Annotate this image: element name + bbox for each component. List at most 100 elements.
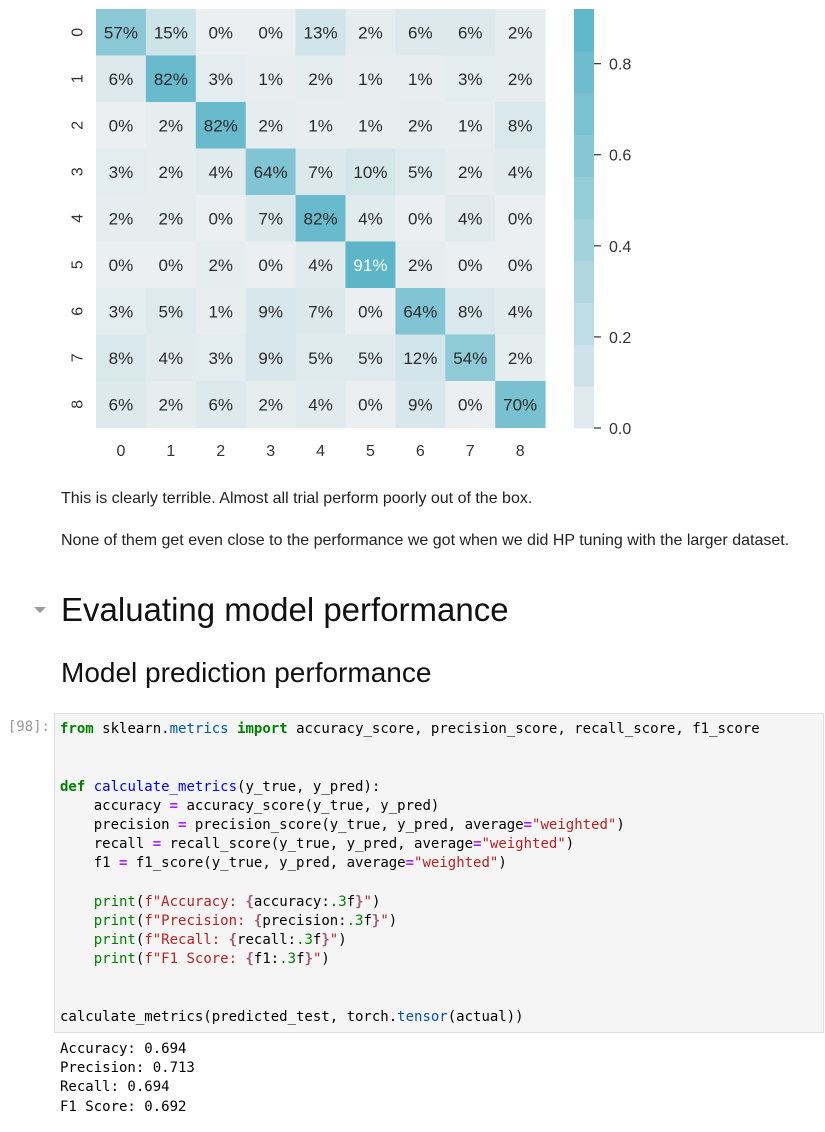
heatmap-cell-label: 2% [308, 70, 333, 89]
colorbar-segment [574, 218, 594, 261]
code-token: ( [135, 893, 145, 910]
heatmap-cell-label: 0% [258, 23, 283, 42]
x-tick-label: 8 [516, 443, 525, 460]
heatmap-cell-label: 10% [353, 163, 387, 182]
heatmap-cell-label: 4% [308, 395, 333, 414]
heatmap-cell-7-4 [295, 334, 346, 382]
colorbar-tick-label: 0.0 [609, 421, 631, 438]
heatmap-cell-7-3 [245, 334, 297, 382]
code-token: "weighted" [532, 817, 617, 834]
x-tick-label: 1 [166, 443, 175, 460]
code-token: = [119, 855, 128, 872]
heatmap-cell-4-1 [145, 195, 197, 242]
heatmap-cell-label: 4% [208, 163, 233, 182]
code-token: ) [338, 932, 347, 949]
heatmap-cell-8-6 [395, 381, 446, 428]
heatmap-cell-8-8 [495, 381, 546, 428]
code-token: print [93, 951, 136, 968]
code-token: accuracy_score, precision_score, recall_… [287, 721, 760, 737]
code-token: f"F1 Score: [144, 951, 246, 968]
heatmap-cell-6-4 [295, 288, 346, 335]
heatmap-cell-7-5 [345, 334, 396, 382]
heatmap-cell-label: 5% [308, 349, 333, 368]
heatmap-cell-3-0 [96, 148, 147, 196]
code-token: f1_score(y_true, y_pred, average [127, 855, 406, 872]
subsection-heading: Model prediction performance [61, 657, 432, 688]
collapse-section-icon[interactable] [34, 607, 46, 613]
code-token: calculate_metrics(predicted_test, torch. [60, 1009, 398, 1026]
code-token: metrics [169, 721, 229, 737]
code-token: "weighted" [481, 836, 566, 853]
heatmap-cell-label: 12% [403, 349, 437, 368]
heatmap-cell-5-8 [495, 241, 546, 289]
code-token: = [473, 836, 482, 853]
heatmap-cell-label: 3% [208, 70, 233, 89]
heatmap-cell-6-5 [345, 288, 396, 335]
heatmap-cell-4-8 [495, 195, 546, 242]
heatmap-cell-label: 3% [458, 70, 483, 89]
heatmap-cell-label: 54% [453, 349, 487, 368]
heatmap-cell-1-8 [495, 55, 546, 103]
heatmap-cell-label: 3% [109, 302, 134, 321]
heatmap-cell-label: 2% [258, 395, 283, 414]
heatmap-cell-label: 7% [308, 163, 333, 182]
heatmap-cell-1-6 [395, 55, 446, 103]
code-token: .3 [279, 951, 297, 968]
heatmap-cell-label: 3% [208, 349, 233, 368]
heatmap-cell-label: 2% [208, 256, 233, 275]
code-token: f [346, 893, 356, 910]
y-tick-label: 3 [70, 167, 87, 176]
heatmap-cell-label: 2% [508, 70, 533, 89]
heatmap-cell-0-3 [245, 9, 297, 56]
heatmap-cell-label: 13% [304, 23, 338, 42]
code-token: ) [388, 913, 398, 930]
heatmap-cell-7-1 [145, 334, 197, 382]
code-token: f1 [60, 855, 120, 872]
code-token: .3 [329, 893, 347, 910]
heatmap-cell-5-0 [96, 241, 147, 289]
x-tick-label: 4 [316, 443, 325, 460]
code-token: } [355, 893, 364, 910]
code-token: (y_true, y_pred): [237, 778, 381, 795]
code-token: { [245, 951, 254, 968]
heatmap-cell-label: 4% [508, 302, 533, 321]
heatmap-cell-4-3 [245, 195, 297, 242]
heatmap-cell-label: 6% [408, 23, 433, 42]
code-token: " [329, 932, 339, 949]
heatmap-cell-5-5 [345, 241, 396, 289]
code-token: import [237, 721, 288, 737]
x-tick-labels: 0 1 2 3 4 5 6 7 8 [116, 443, 524, 460]
code-token: (actual)) [447, 1009, 524, 1026]
heatmap-cell-3-5 [345, 148, 396, 196]
code-token: } [321, 932, 330, 949]
heatmap-cell-0-4 [295, 9, 346, 56]
heatmap-cell-label: 6% [208, 395, 233, 414]
colorbar-segment [574, 302, 594, 345]
code-token: calculate_metrics [93, 778, 238, 795]
heatmap-cell-7-6 [395, 334, 446, 382]
heatmap-cell-1-7 [445, 55, 496, 103]
heatmap-cell-3-8 [495, 148, 546, 196]
code-token: f1: [253, 951, 280, 968]
heatmap-cell-4-0 [96, 195, 147, 242]
heatmap-cell-label: 2% [109, 209, 134, 228]
heatmap-cells [96, 9, 546, 428]
code-token: sklearn [102, 721, 162, 737]
heatmap-cell-1-2 [195, 55, 247, 103]
heatmap-cell-2-4 [295, 102, 346, 149]
code-token: f"Precision: [144, 913, 254, 930]
heatmap-cell-label: 4% [508, 163, 533, 182]
code-cell-input[interactable]: from sklearn.metrics import accuracy_sco… [54, 713, 824, 1033]
heatmap-cell-8-4 [295, 381, 346, 428]
heatmap-cell-label: 0% [408, 209, 433, 228]
heatmap-cell-6-7 [445, 288, 496, 335]
heatmap-cell-0-6 [395, 9, 446, 56]
heatmap-cell-1-5 [345, 55, 396, 103]
code-token: = [523, 817, 533, 834]
heatmap-cell-label: 4% [358, 209, 383, 228]
heatmap-cell-6-8 [495, 288, 546, 335]
x-tick-label: 7 [466, 443, 475, 460]
heatmap-cell-3-2 [195, 148, 247, 196]
code-token: .3 [296, 932, 313, 949]
heatmap-cell-3-3 [245, 148, 297, 196]
